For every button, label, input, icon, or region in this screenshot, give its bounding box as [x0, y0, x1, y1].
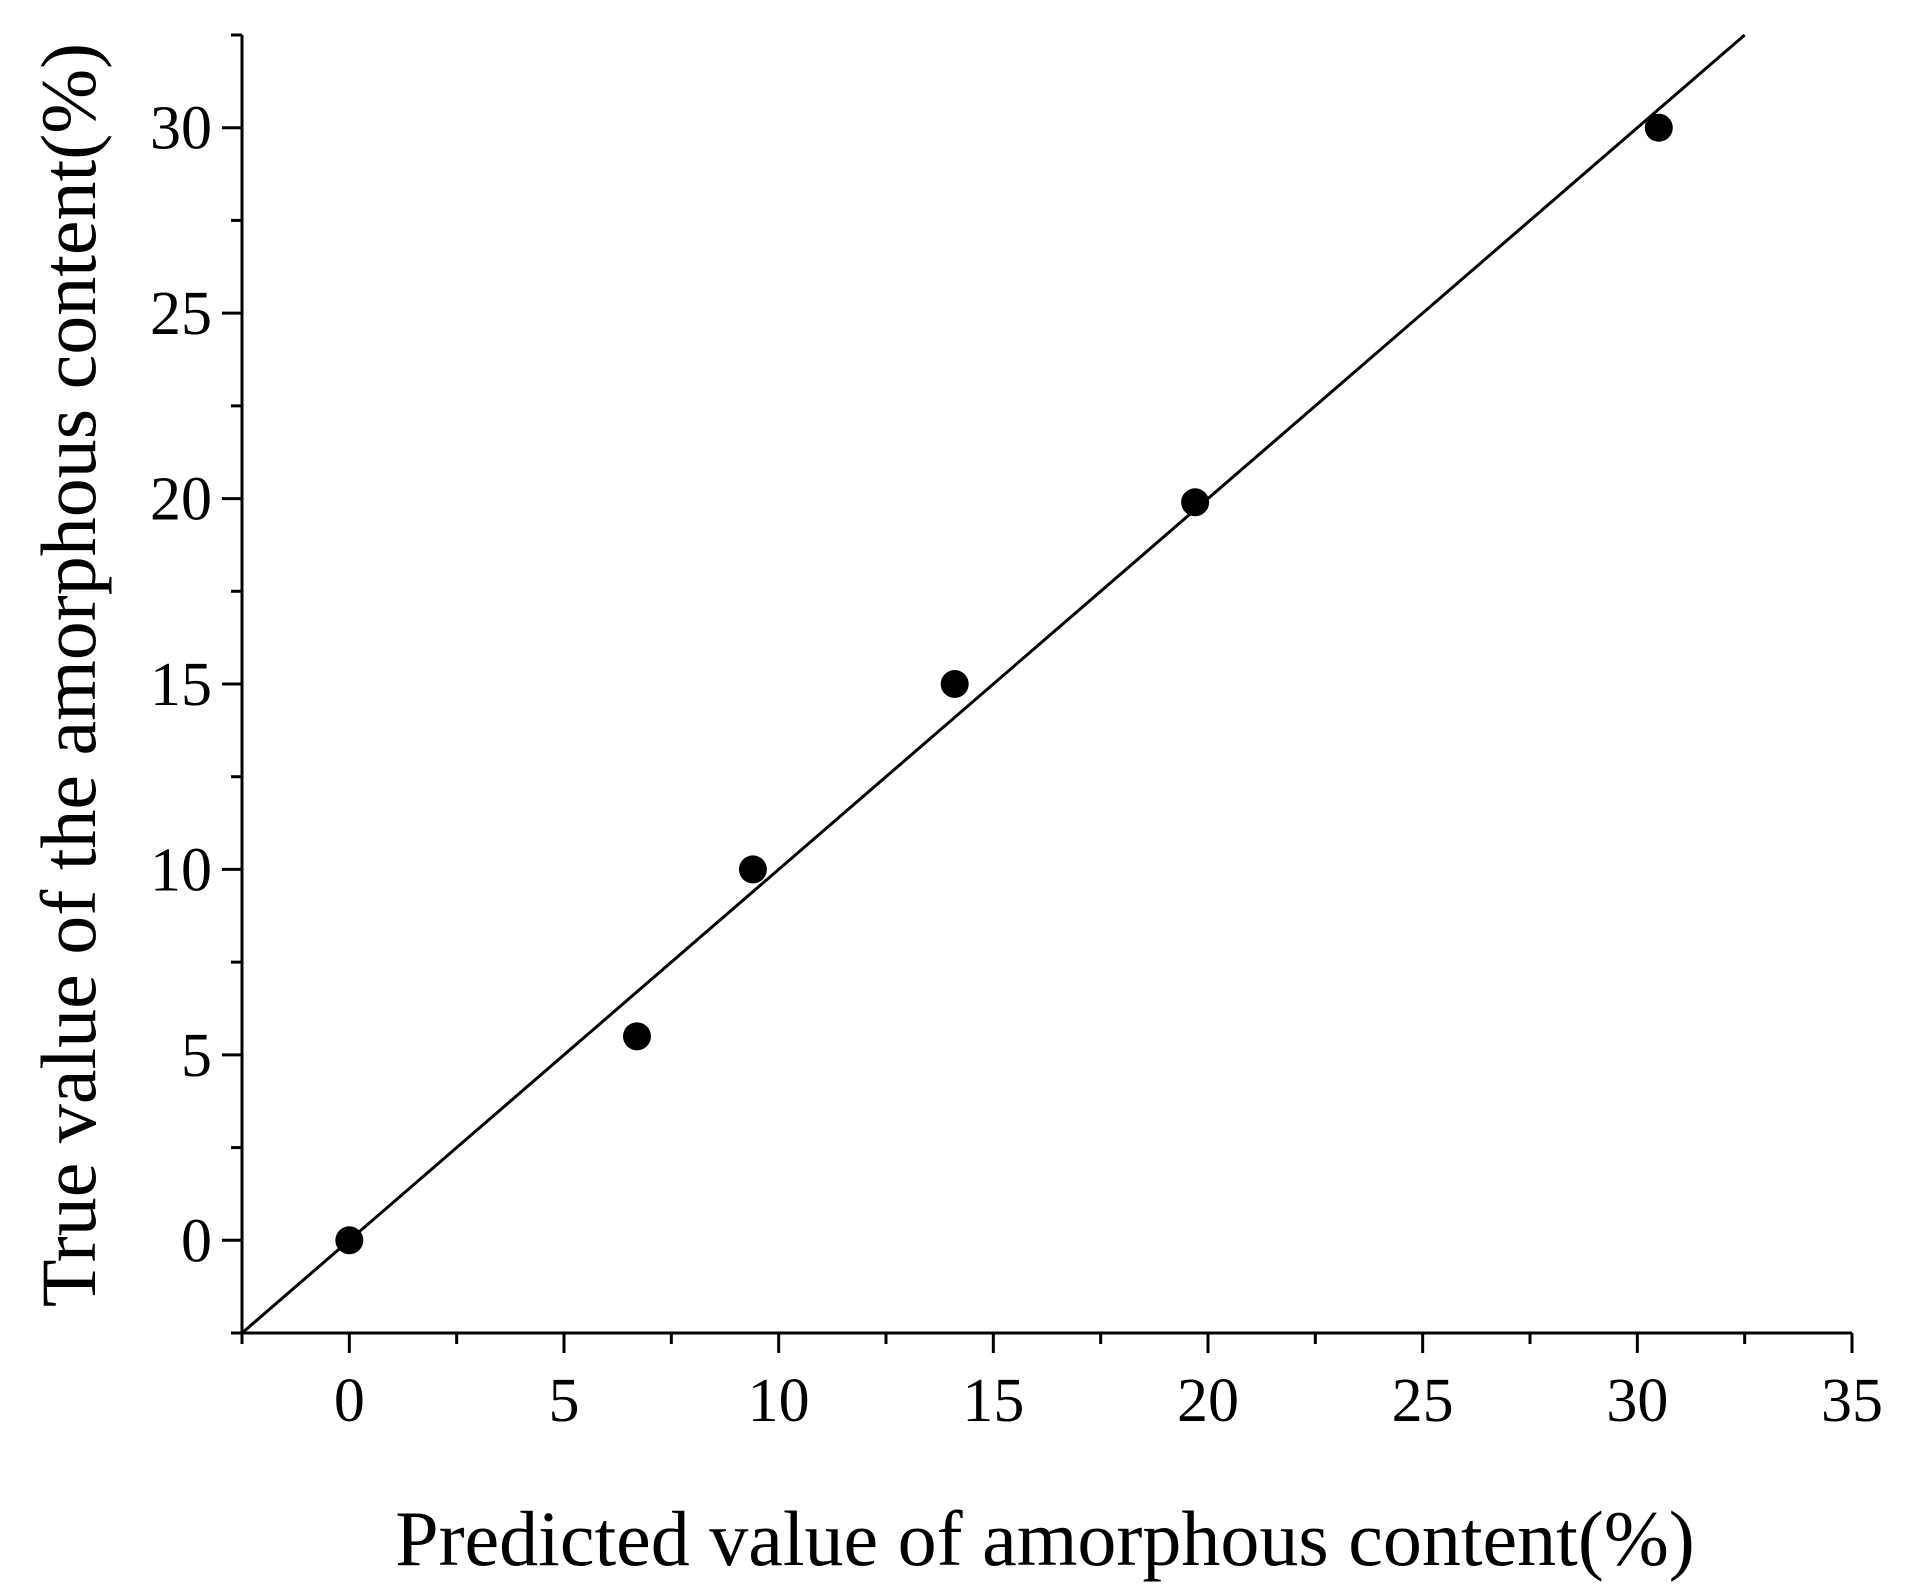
- x-tick-label: 20: [1177, 1367, 1239, 1435]
- data-point: [940, 670, 969, 698]
- data-point: [738, 855, 767, 884]
- data-point: [1181, 488, 1210, 517]
- x-tick-label: 10: [748, 1367, 810, 1435]
- y-axis-title: True value of the amorphous content(%): [25, 43, 112, 1307]
- y-tick-label: 25: [150, 280, 212, 348]
- y-tick-label: 30: [150, 95, 212, 163]
- fit-line: [241, 33, 1746, 1335]
- x-axis-title: Predicted value of amorphous content(%): [395, 1495, 1695, 1582]
- data-point: [622, 1022, 651, 1051]
- x-tick-label: 35: [1821, 1367, 1883, 1435]
- ticks: 0 5 10 15 20 25 30 35 0 5 10 15 20 25 30: [150, 33, 1883, 1435]
- x-tick-label: 25: [1392, 1367, 1454, 1435]
- data-point: [1644, 113, 1673, 142]
- x-tick-label: 0: [334, 1367, 365, 1435]
- x-tick-label: 15: [962, 1367, 1024, 1435]
- y-tick-label: 0: [181, 1207, 212, 1275]
- x-tick-label: 5: [549, 1367, 580, 1435]
- y-tick-label: 5: [181, 1022, 212, 1090]
- fit-line-layer: [241, 33, 1746, 1335]
- data-point: [335, 1226, 364, 1255]
- y-tick-label: 10: [150, 836, 212, 904]
- y-tick-label: 20: [150, 466, 212, 534]
- x-tick-label: 30: [1606, 1367, 1668, 1435]
- y-tick-label: 15: [150, 651, 212, 719]
- points-layer: [335, 113, 1673, 1255]
